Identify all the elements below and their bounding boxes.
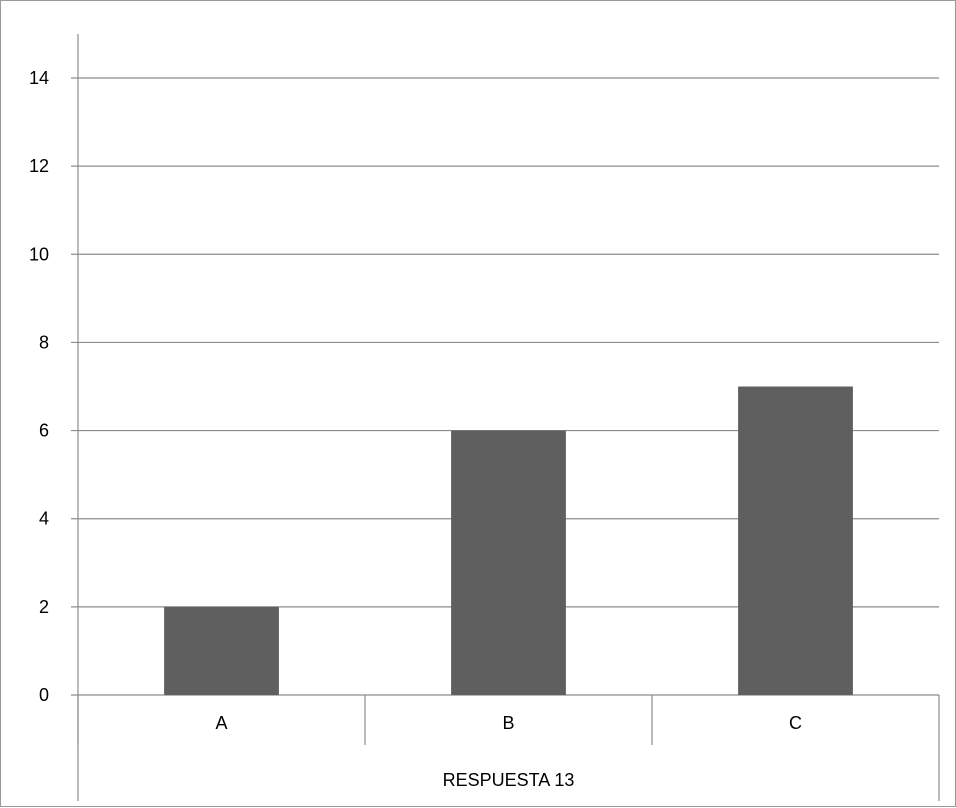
y-tick-label: 14 [29,68,49,88]
y-tick-label: 8 [39,332,49,352]
bar-C [738,386,853,695]
axes [77,34,940,801]
category-label: C [789,713,802,733]
category-label: B [502,713,514,733]
category-label: A [215,713,227,733]
category-labels: A B C [215,713,802,733]
y-tick-label: 0 [39,685,49,705]
y-tick-label: 4 [39,509,49,529]
group-label: RESPUESTA 13 [443,770,575,790]
y-tick-label: 12 [29,156,49,176]
bar-B [451,430,566,695]
y-tick-label: 6 [39,421,49,441]
y-tick-label: 10 [29,244,49,264]
y-tick-labels: 0 2 4 6 8 10 12 14 [29,68,49,705]
bar-A [164,606,279,695]
y-tick-label: 2 [39,597,49,617]
bars [164,386,853,695]
